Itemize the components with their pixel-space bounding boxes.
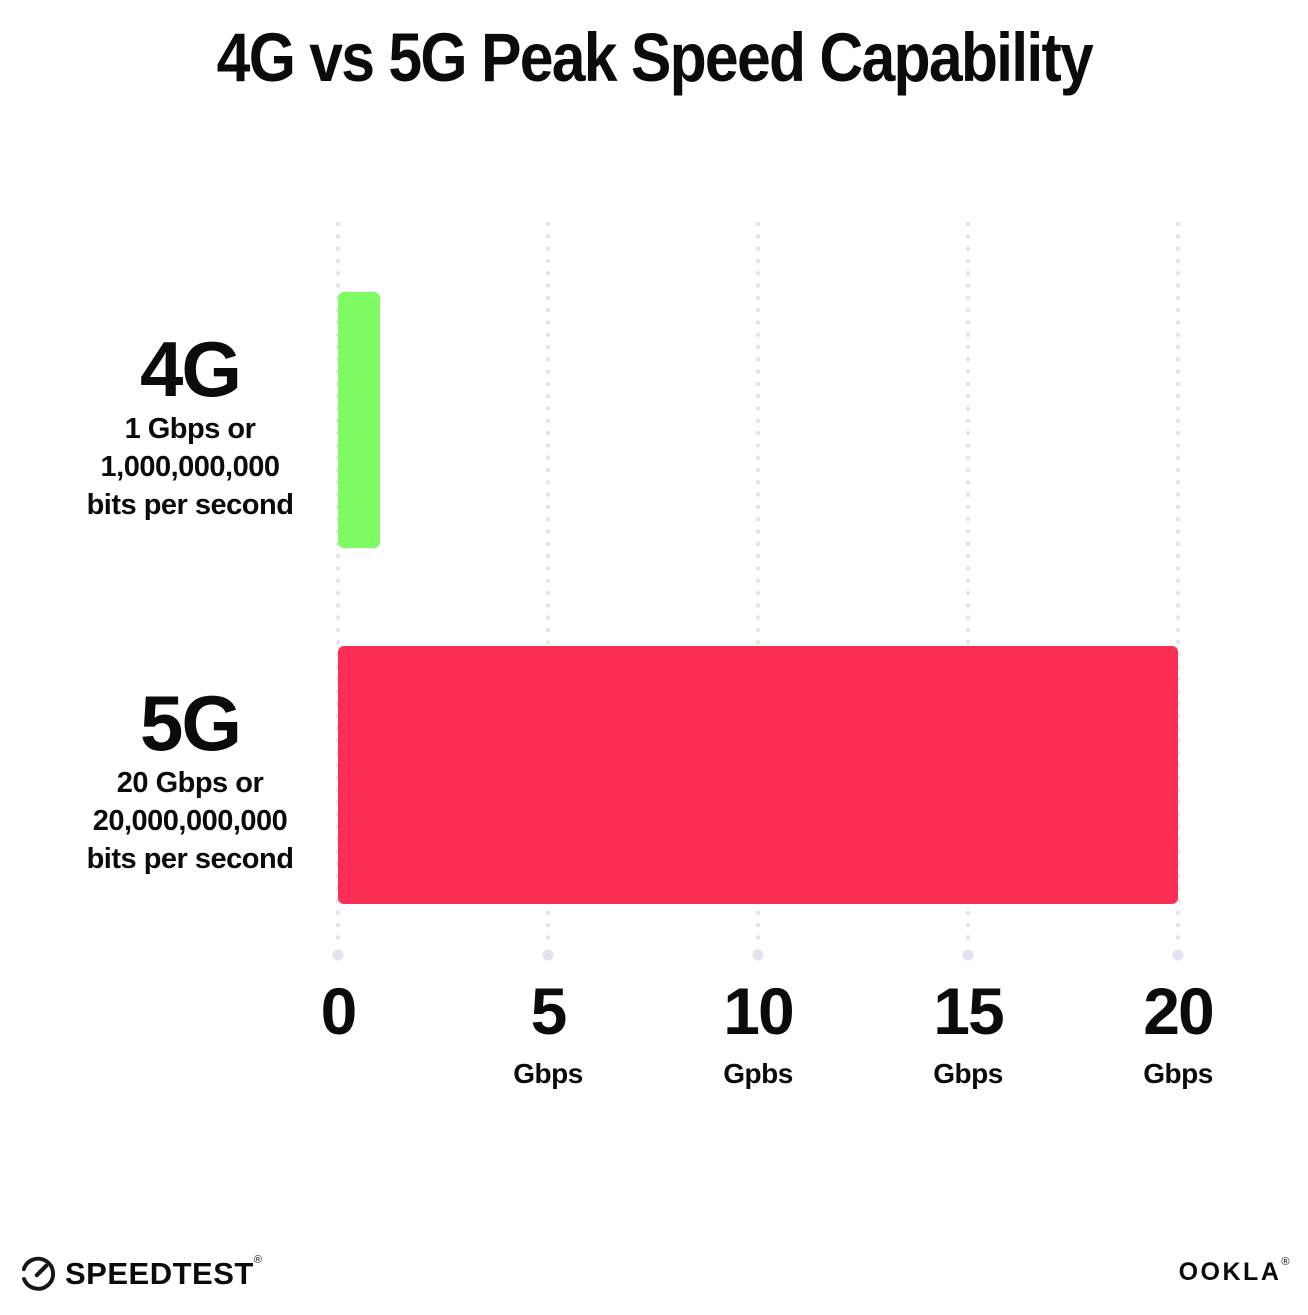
x-tick-20: 20 Gbps [1143, 974, 1214, 1089]
ookla-logo: OOKLA® [1178, 1256, 1292, 1287]
bar-4g [338, 292, 380, 548]
x-axis: 0 5 Gbps 10 Gpbs 15 Gbps 20 Gbps [321, 974, 1215, 1108]
row-label-5g-sub-2: 20,000,000,000 [92, 805, 288, 837]
x-tick-5: 5 Gbps [513, 978, 583, 1088]
row-label-5g-sub-1: 20 Gbps or [116, 767, 264, 799]
bar-5g [338, 646, 1178, 904]
x-tick-0: 0 [320, 974, 358, 1088]
x-tick-10: 10 Gpbs [723, 974, 794, 1089]
speedtest-trademark: ® [253, 1254, 263, 1266]
x-tick-10-unit: Gpbs [723, 1058, 793, 1089]
row-label-5g-sub-3: bits per second [86, 843, 294, 875]
speedtest-wordmark: SPEEDTEST® [65, 1254, 263, 1291]
plot-area [332, 220, 1184, 961]
x-tick-10-value: 10 [723, 974, 794, 1048]
x-tick-15: 15 Gbps [933, 974, 1004, 1089]
x-tick-0-unit [321, 1060, 356, 1088]
x-tick-5-value: 5 [530, 974, 568, 1048]
row-label-4g: 4G 1 Gbps or 1,000,000,000 bits per seco… [40, 330, 340, 522]
ookla-wordmark: OOKLA [1178, 1258, 1282, 1286]
chart-title: 4G vs 5G Peak Speed Capability [216, 19, 1093, 96]
x-tick-20-unit: Gbps [1143, 1058, 1213, 1089]
gridlines [332, 221, 1184, 961]
x-tick-5-unit: Gbps [513, 1058, 583, 1089]
row-label-4g-sub-1: 1 Gbps or [124, 413, 256, 445]
ookla-trademark: ® [1281, 1256, 1292, 1268]
title-wrap: 4G vs 5G Peak Speed Capability [0, 18, 1308, 97]
x-tick-15-unit: Gbps [933, 1058, 1003, 1089]
x-tick-15-value: 15 [933, 974, 1004, 1048]
row-label-4g-sub-3: bits per second [86, 489, 294, 521]
speedtest-gauge-icon [21, 1256, 55, 1291]
row-label-5g: 5G 20 Gbps or 20,000,000,000 bits per se… [40, 684, 340, 876]
row-label-5g-title: 5G [139, 679, 242, 767]
row-label-4g-title: 4G [139, 325, 242, 413]
x-tick-20-value: 20 [1143, 974, 1214, 1048]
x-tick-0-value: 0 [320, 974, 358, 1048]
speedtest-logo: SPEEDTEST® [20, 1254, 263, 1292]
row-label-4g-sub-2: 1,000,000,000 [100, 451, 280, 483]
